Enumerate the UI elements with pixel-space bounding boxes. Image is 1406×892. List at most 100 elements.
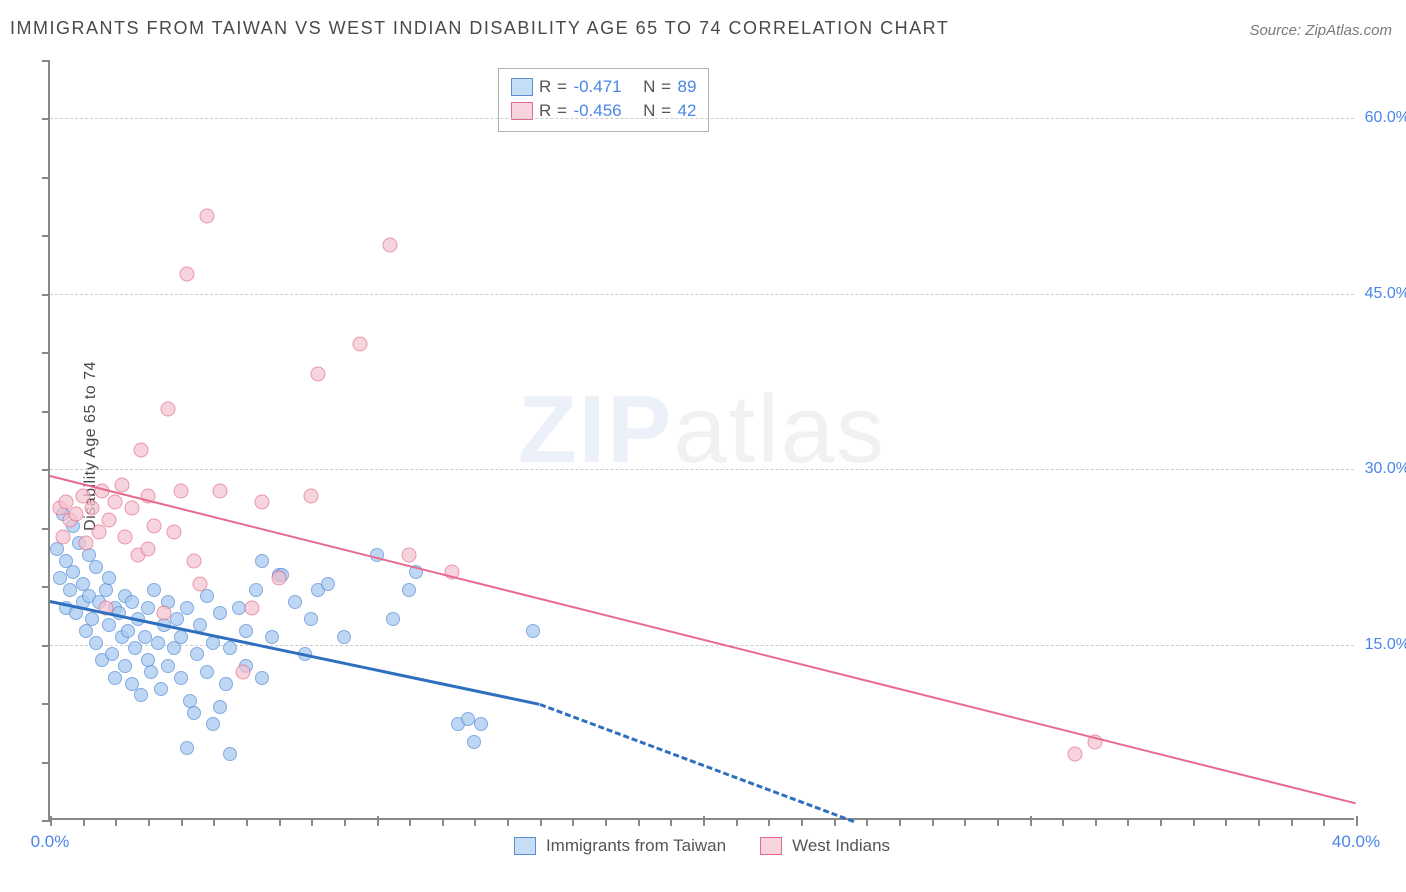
scatter-point-west_indian [245,600,260,615]
gridline-h [50,645,1354,646]
x-tick [507,820,509,826]
scatter-point-west_indian [124,501,139,516]
scatter-point-west_indian [160,401,175,416]
scatter-point-taiwan [147,583,161,597]
scatter-point-taiwan [180,741,194,755]
y-tick-label: 60.0% [1360,109,1406,127]
n-value-taiwan: 89 [678,77,697,97]
scatter-point-west_indian [56,530,71,545]
scatter-point-taiwan [321,577,335,591]
x-tick [1127,820,1129,826]
x-tick [572,820,574,826]
scatter-point-taiwan [161,659,175,673]
scatter-point-taiwan [180,601,194,615]
scatter-point-taiwan [402,583,416,597]
x-tick [703,816,705,826]
source-attribution: Source: ZipAtlas.com [1249,22,1392,39]
scatter-point-taiwan [526,624,540,638]
scatter-point-west_indian [199,208,214,223]
scatter-point-taiwan [154,682,168,696]
x-tick [1062,820,1064,826]
scatter-point-west_indian [78,536,93,551]
scatter-point-taiwan [102,571,116,585]
x-tick-label: 0.0% [31,832,70,852]
scatter-point-west_indian [69,507,84,522]
scatter-point-taiwan [190,647,204,661]
scatter-point-west_indian [85,501,100,516]
x-tick [148,820,150,826]
x-tick [344,820,346,826]
y-tick [42,235,50,237]
y-tick [42,586,50,588]
r-value-taiwan: -0.471 [573,77,621,97]
scatter-point-west_indian [304,489,319,504]
y-tick [42,469,50,471]
scatter-point-west_indian [402,547,417,562]
x-tick [834,820,836,826]
scatter-point-west_indian [140,542,155,557]
y-tick [42,60,50,62]
trendline-taiwan-dashed [539,703,853,823]
scatter-point-taiwan [200,665,214,679]
scatter-point-taiwan [467,735,481,749]
scatter-point-taiwan [144,665,158,679]
scatter-point-west_indian [114,477,129,492]
swatch-westindian [760,837,782,855]
scatter-point-taiwan [151,636,165,650]
n-label: N = [643,77,671,97]
scatter-point-taiwan [265,630,279,644]
scatter-point-west_indian [1068,746,1083,761]
scatter-point-taiwan [89,636,103,650]
y-tick [42,177,50,179]
scatter-point-taiwan [213,606,227,620]
x-tick [1193,820,1195,826]
scatter-point-taiwan [118,659,132,673]
scatter-point-taiwan [219,677,233,691]
x-tick [899,820,901,826]
x-tick [442,820,444,826]
scatter-point-taiwan [255,554,269,568]
scatter-point-taiwan [206,717,220,731]
scatter-point-taiwan [255,671,269,685]
watermark-atlas: atlas [673,376,886,483]
scatter-point-west_indian [186,553,201,568]
trendline-west_indian [50,475,1356,804]
r-label: R = [539,77,567,97]
scatter-point-taiwan [239,624,253,638]
x-tick [1323,820,1325,826]
x-tick [670,820,672,826]
scatter-point-taiwan [249,583,263,597]
x-tick [1095,820,1097,826]
y-tick-label: 30.0% [1360,460,1406,478]
scatter-point-taiwan [141,601,155,615]
scatter-point-west_indian [212,483,227,498]
x-tick [540,820,542,826]
x-tick [801,820,803,826]
gridline-h [50,469,1354,470]
y-tick [42,703,50,705]
legend-item-taiwan: Immigrants from Taiwan [514,836,726,856]
y-tick [42,645,50,647]
scatter-point-west_indian [173,483,188,498]
scatter-point-taiwan [89,560,103,574]
legend-item-westindian: West Indians [760,836,890,856]
x-tick [409,820,411,826]
x-tick [213,820,215,826]
x-tick [246,820,248,826]
y-tick [42,294,50,296]
scatter-point-taiwan [461,712,475,726]
y-tick [42,820,50,822]
scatter-point-west_indian [271,571,286,586]
scatter-point-taiwan [386,612,400,626]
trendline-taiwan [50,600,540,706]
scatter-point-taiwan [102,618,116,632]
scatter-point-west_indian [180,267,195,282]
x-tick [83,820,85,826]
scatter-point-taiwan [213,700,227,714]
x-tick [279,820,281,826]
x-tick-label: 40.0% [1332,832,1380,852]
x-tick [964,820,966,826]
scatter-point-taiwan [63,583,77,597]
swatch-westindian [511,102,533,120]
x-tick [50,816,52,826]
